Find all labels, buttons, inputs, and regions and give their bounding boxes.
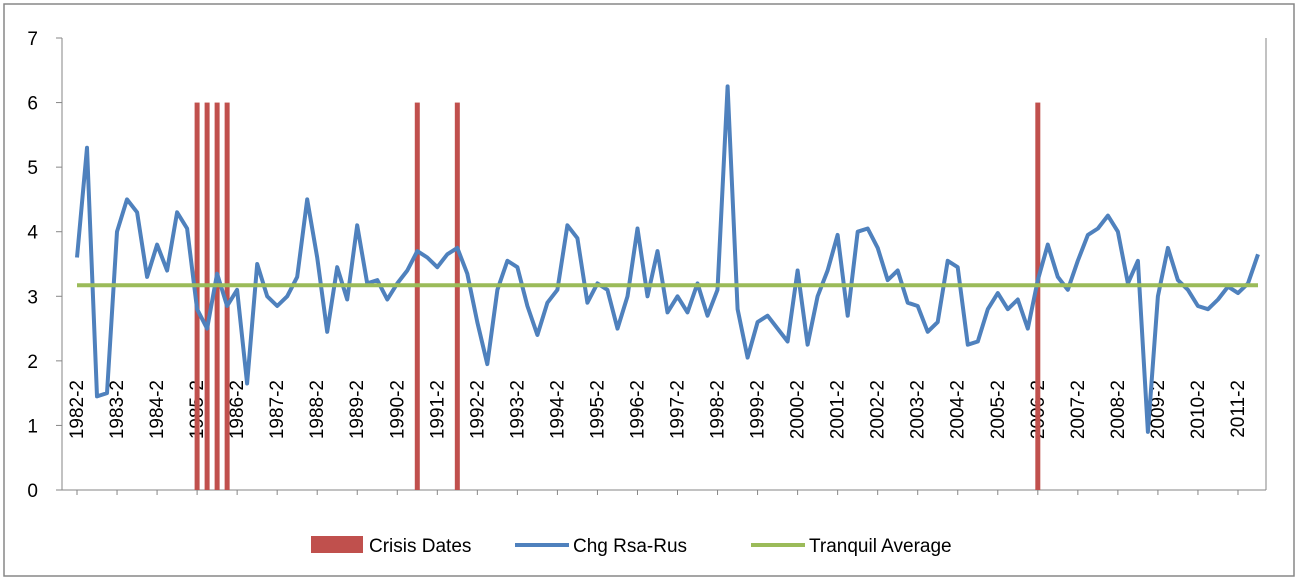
x-tick-label: 1992-2	[467, 380, 488, 439]
bar	[454, 102, 460, 491]
y-tick-label: 3	[27, 287, 38, 308]
x-tick-label: 1996-2	[627, 380, 648, 439]
x-tick-label: 1984-2	[147, 380, 168, 439]
bar	[1035, 102, 1041, 491]
y-tick-label: 4	[27, 223, 38, 244]
x-tick-label: 2001-2	[828, 380, 849, 439]
x-tick-label: 1983-2	[107, 380, 128, 439]
x-tick-label: 1999-2	[748, 380, 769, 439]
x-tick-label: 2008-2	[1108, 380, 1129, 439]
bar	[414, 102, 420, 491]
x-tick-label: 1982-2	[67, 380, 88, 439]
x-tick-label: 2007-2	[1068, 380, 1089, 439]
y-tick-label: 5	[27, 158, 38, 179]
line	[75, 84, 1260, 434]
x-tick-label: 1997-2	[668, 380, 689, 439]
x-tick-label: 1986-2	[227, 380, 248, 439]
x-tick-label: 2010-2	[1188, 380, 1209, 439]
x-tick-label: 2003-2	[908, 380, 929, 439]
x-tick-label: 1990-2	[387, 380, 408, 439]
x-tick-label: 2000-2	[788, 380, 809, 439]
x-tick-label: 2011-2	[1228, 380, 1249, 438]
x-tick-label: 1993-2	[507, 380, 528, 439]
x-tick-label: 2005-2	[988, 380, 1009, 439]
y-tick-label: 7	[27, 29, 38, 50]
x-tick-label: 2009-2	[1148, 380, 1169, 439]
y-tick-label: 2	[27, 352, 38, 373]
y-tick-label: 1	[27, 416, 38, 437]
x-tick-label: 1998-2	[708, 380, 729, 439]
legend-label: Chg Rsa-Rus	[573, 536, 687, 557]
x-tick-label: 1995-2	[587, 380, 608, 439]
x-tick-label: 1994-2	[547, 380, 568, 439]
x-tick-label: 2002-2	[868, 380, 889, 439]
legend-label: Crisis Dates	[369, 536, 471, 557]
bar	[204, 102, 210, 491]
bar	[224, 102, 230, 491]
y-tick-label: 6	[27, 94, 38, 115]
x-tick-label: 2004-2	[948, 380, 969, 439]
bar	[214, 102, 220, 491]
x-tick-label: 1989-2	[347, 380, 368, 439]
legend-label: Tranquil Average	[809, 536, 952, 557]
x-tick-label: 1987-2	[267, 380, 288, 439]
x-tick-label: 1991-2	[427, 380, 448, 439]
y-tick-label: 0	[27, 481, 38, 502]
legend-swatch	[311, 536, 363, 553]
x-tick-label: 1988-2	[307, 380, 328, 439]
